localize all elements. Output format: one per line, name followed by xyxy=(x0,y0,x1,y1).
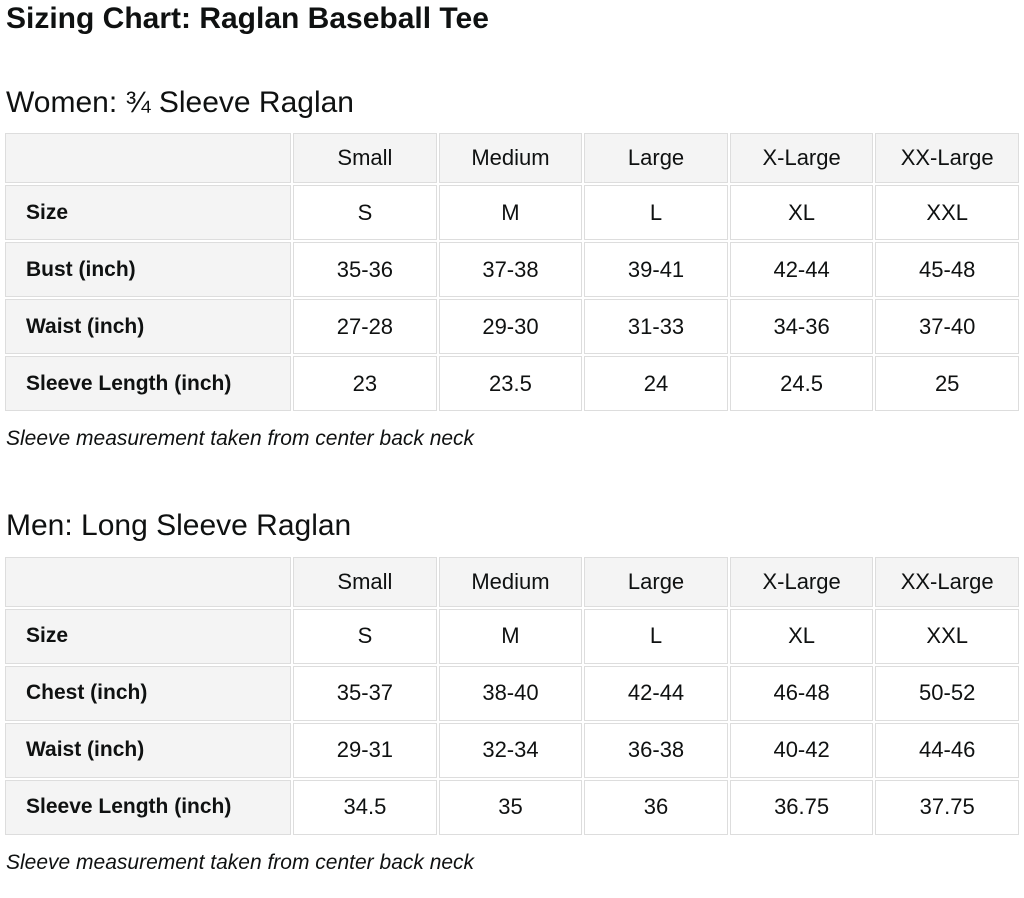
column-header-x-large: X-Large xyxy=(729,133,874,183)
row-label: Chest (inch) xyxy=(5,665,292,721)
page-title: Sizing Chart: Raglan Baseball Tee xyxy=(6,2,489,35)
column-header-large: Large xyxy=(584,556,728,607)
column-header-small: Small xyxy=(293,133,437,183)
cell: S xyxy=(293,185,437,240)
cell: XXL xyxy=(875,185,1019,240)
column-header-medium: Medium xyxy=(438,133,583,183)
cell: 37.75 xyxy=(875,779,1019,835)
cell: 36-38 xyxy=(584,722,728,778)
cell: XL xyxy=(729,608,874,664)
corner-cell xyxy=(5,133,292,183)
cell: 31-33 xyxy=(584,299,728,354)
column-header-xx-large: XX-Large xyxy=(875,133,1019,183)
row-label: Waist (inch) xyxy=(5,299,292,354)
cell: 42-44 xyxy=(584,665,728,721)
cell: 32-34 xyxy=(438,722,583,778)
column-header-xx-large: XX-Large xyxy=(875,556,1019,607)
cell: 38-40 xyxy=(438,665,583,721)
column-header-medium: Medium xyxy=(438,556,583,607)
cell: 36 xyxy=(584,779,728,835)
row-label: Bust (inch) xyxy=(5,242,292,297)
table-header-row: Small Medium Large X-Large XX-Large xyxy=(5,556,1019,607)
cell: 45-48 xyxy=(875,242,1019,297)
cell: 40-42 xyxy=(729,722,874,778)
cell: 35-37 xyxy=(293,665,437,721)
cell: 29-31 xyxy=(293,722,437,778)
cell: 35 xyxy=(438,779,583,835)
cell: S xyxy=(293,608,437,664)
row-label: Sleeve Length (inch) xyxy=(5,779,292,835)
women-sleeve-note: Sleeve measurement taken from center bac… xyxy=(6,427,475,450)
column-header-large: Large xyxy=(584,133,728,183)
section-women: Women: ¾ Sleeve Raglan Small Medium Larg… xyxy=(3,86,1021,453)
cell: 29-30 xyxy=(438,299,583,354)
row-label: Sleeve Length (inch) xyxy=(5,356,292,411)
women-section-heading: Women: ¾ Sleeve Raglan xyxy=(6,85,354,119)
cell: 23.5 xyxy=(438,356,583,411)
table-row-waist: Waist (inch) 29-31 32-34 36-38 40-42 44-… xyxy=(5,722,1019,778)
cell: 23 xyxy=(293,356,437,411)
cell: XXL xyxy=(875,608,1019,664)
cell: 44-46 xyxy=(875,722,1019,778)
cell: 27-28 xyxy=(293,299,437,354)
table-row-sleeve-length: Sleeve Length (inch) 23 23.5 24 24.5 25 xyxy=(5,356,1019,411)
cell: L xyxy=(584,185,728,240)
men-sizing-table: Small Medium Large X-Large XX-Large Size… xyxy=(3,555,1021,837)
cell: 35-36 xyxy=(293,242,437,297)
row-label: Size xyxy=(5,185,292,240)
table-header-row: Small Medium Large X-Large XX-Large xyxy=(5,133,1019,183)
cell: XL xyxy=(729,185,874,240)
cell: L xyxy=(584,608,728,664)
cell: 39-41 xyxy=(584,242,728,297)
table-row-sleeve-length: Sleeve Length (inch) 34.5 35 36 36.75 37… xyxy=(5,779,1019,835)
table-row-chest: Chest (inch) 35-37 38-40 42-44 46-48 50-… xyxy=(5,665,1019,721)
cell: 24.5 xyxy=(729,356,874,411)
row-label: Waist (inch) xyxy=(5,722,292,778)
section-men: Men: Long Sleeve Raglan Small Medium Lar… xyxy=(3,509,1021,876)
table-row-bust: Bust (inch) 35-36 37-38 39-41 42-44 45-4… xyxy=(5,242,1019,297)
cell: 34-36 xyxy=(729,299,874,354)
cell: 25 xyxy=(875,356,1019,411)
cell: M xyxy=(438,185,583,240)
cell: 42-44 xyxy=(729,242,874,297)
cell: 34.5 xyxy=(293,779,437,835)
men-sleeve-note: Sleeve measurement taken from center bac… xyxy=(6,850,475,874)
cell: 46-48 xyxy=(729,665,874,721)
column-header-x-large: X-Large xyxy=(729,556,874,607)
men-section-heading: Men: Long Sleeve Raglan xyxy=(6,509,352,543)
corner-cell xyxy=(5,556,292,607)
cell: 37-40 xyxy=(875,299,1019,354)
column-header-small: Small xyxy=(293,556,437,607)
cell: 50-52 xyxy=(875,665,1019,721)
cell: 36.75 xyxy=(729,779,874,835)
table-row-waist: Waist (inch) 27-28 29-30 31-33 34-36 37-… xyxy=(5,299,1019,354)
table-row-size: Size S M L XL XXL xyxy=(5,185,1019,240)
cell: 24 xyxy=(584,356,728,411)
women-sizing-table: Small Medium Large X-Large XX-Large Size… xyxy=(3,131,1021,413)
table-row-size: Size S M L XL XXL xyxy=(5,608,1019,664)
cell: 37-38 xyxy=(438,242,583,297)
row-label: Size xyxy=(5,608,292,664)
cell: M xyxy=(438,608,583,664)
